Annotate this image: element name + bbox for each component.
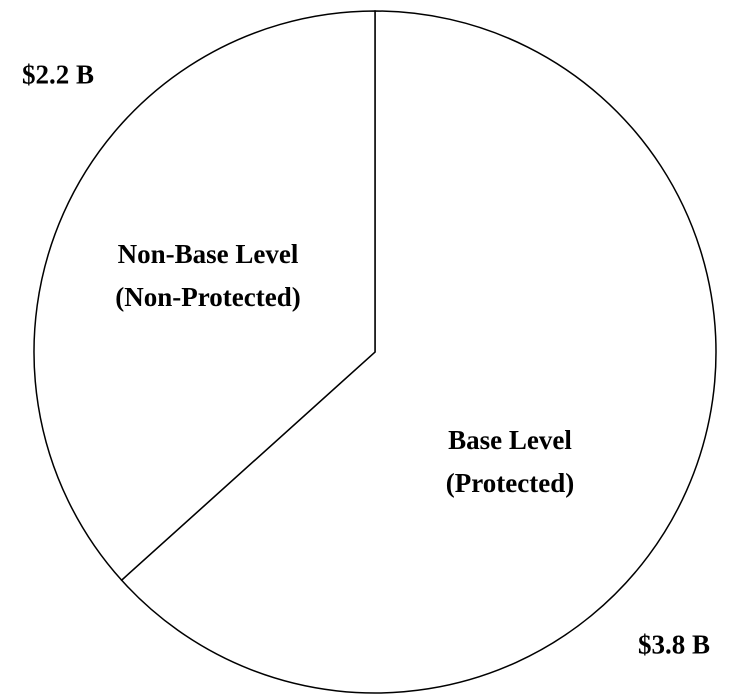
slice-label: Base Level (Protected) (445, 425, 575, 498)
pie-slice (120, 10, 717, 694)
value-label: $3.8 B (638, 629, 711, 660)
pie-slice (33, 10, 376, 582)
slice-label: Non-Base Level (Non-Protected) (115, 239, 301, 312)
value-label: $2.2 B (22, 59, 95, 90)
